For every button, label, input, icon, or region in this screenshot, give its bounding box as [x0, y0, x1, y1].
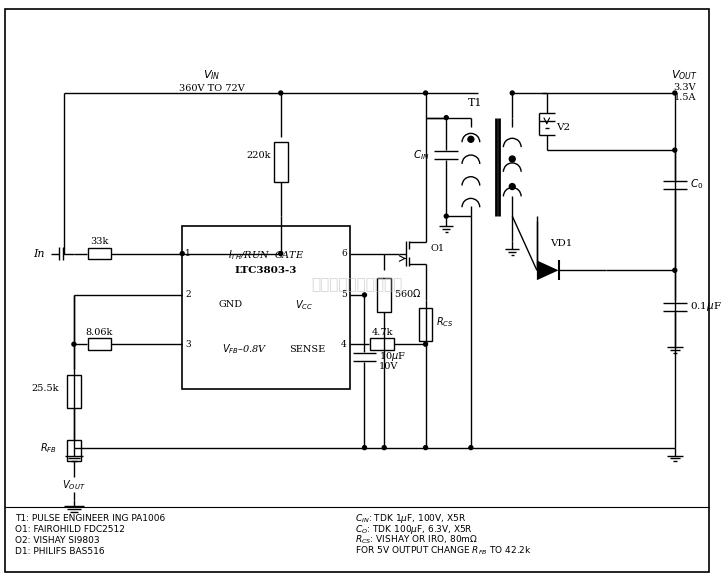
Text: 25.5k: 25.5k: [32, 384, 59, 393]
Text: $R_{CS}$: VISHAY OR IRO, 80m$\Omega$: $R_{CS}$: VISHAY OR IRO, 80m$\Omega$: [355, 534, 478, 547]
Text: $C_O$: TDK 100$\mu$F, 6.3V, X5R: $C_O$: TDK 100$\mu$F, 6.3V, X5R: [355, 523, 473, 536]
Text: 2: 2: [186, 290, 191, 299]
Bar: [67, 375, 80, 408]
Text: VD1: VD1: [550, 239, 573, 248]
Text: 220k: 220k: [247, 150, 271, 160]
Text: $C_{IN}$: $C_{IN}$: [413, 148, 429, 162]
Text: T1: T1: [468, 98, 482, 108]
Text: LTC3803-3: LTC3803-3: [235, 266, 297, 275]
Text: 1.5A: 1.5A: [674, 94, 696, 102]
Text: 1: 1: [186, 249, 191, 258]
Circle shape: [362, 293, 366, 297]
Circle shape: [469, 446, 473, 450]
Circle shape: [423, 342, 428, 346]
Text: $V_{OUT}$: $V_{OUT}$: [62, 478, 86, 492]
Text: $V_{CC}$: $V_{CC}$: [295, 298, 313, 311]
Text: $R_{FB}$: $R_{FB}$: [40, 441, 57, 454]
Bar: [274, 142, 288, 182]
Circle shape: [423, 91, 428, 95]
Text: $I_{TH}$/RUN  GATE: $I_{TH}$/RUN GATE: [228, 249, 304, 263]
Text: T1: PULSE ENGINEER ING PA1006: T1: PULSE ENGINEER ING PA1006: [14, 514, 165, 523]
Text: O2: VISHAY SI9803: O2: VISHAY SI9803: [14, 536, 99, 545]
Circle shape: [279, 91, 283, 95]
Text: O1: O1: [431, 244, 444, 253]
Bar: [377, 278, 391, 311]
Circle shape: [444, 214, 448, 218]
Text: $V_{FB}$–0.8V: $V_{FB}$–0.8V: [222, 342, 267, 356]
Text: GND: GND: [219, 300, 243, 309]
Circle shape: [510, 91, 514, 95]
Text: $V_{IN}$: $V_{IN}$: [203, 69, 220, 82]
Text: $C_{IN}$: TDK 1$\mu$F, 100V, X5R: $C_{IN}$: TDK 1$\mu$F, 100V, X5R: [355, 512, 465, 525]
Circle shape: [279, 252, 283, 256]
Text: 360V TO 72V: 360V TO 72V: [179, 84, 244, 92]
Text: D1: PHILIFS BAS516: D1: PHILIFS BAS516: [14, 547, 104, 555]
Circle shape: [423, 446, 428, 450]
Text: 5: 5: [341, 290, 347, 299]
Bar: [88, 338, 112, 350]
Text: 4.7k: 4.7k: [371, 328, 393, 337]
Text: FOR 5V OUTPUT CHANGE $R_{FB}$ TO 42.2k: FOR 5V OUTPUT CHANGE $R_{FB}$ TO 42.2k: [355, 545, 531, 557]
Text: SENSE: SENSE: [289, 345, 325, 354]
Text: 0.1$\mu$F: 0.1$\mu$F: [689, 300, 721, 313]
Circle shape: [72, 342, 76, 346]
Text: $V_{OUT}$: $V_{OUT}$: [671, 69, 698, 82]
Text: $R_{CS}$: $R_{CS}$: [436, 315, 454, 329]
Text: V2: V2: [557, 123, 571, 132]
Text: 6: 6: [341, 249, 347, 258]
Polygon shape: [537, 260, 558, 280]
Text: In: In: [33, 249, 45, 259]
Text: O1: FAIROHILD FDC2512: O1: FAIROHILD FDC2512: [14, 525, 125, 534]
Text: $C_0$: $C_0$: [689, 178, 703, 192]
Bar: [370, 338, 394, 350]
Circle shape: [673, 148, 676, 152]
Bar: [418, 308, 433, 341]
Circle shape: [468, 137, 474, 142]
Circle shape: [181, 252, 184, 256]
Circle shape: [444, 116, 448, 120]
Bar: [88, 248, 112, 260]
Circle shape: [382, 446, 386, 450]
Text: 4: 4: [341, 340, 347, 349]
Text: 10V: 10V: [379, 363, 399, 371]
Bar: [67, 440, 80, 461]
Text: 杭州将睿科技有限公司: 杭州将睿科技有限公司: [311, 278, 402, 293]
Text: 10$\mu$F: 10$\mu$F: [379, 350, 406, 364]
Circle shape: [673, 91, 676, 95]
Circle shape: [362, 446, 366, 450]
Circle shape: [509, 156, 515, 162]
Text: 3: 3: [186, 340, 191, 349]
Text: 33k: 33k: [91, 237, 109, 246]
Bar: [182, 226, 349, 389]
Text: 560$\Omega$: 560$\Omega$: [394, 287, 422, 299]
Text: 3.3V: 3.3V: [674, 83, 696, 92]
Circle shape: [509, 184, 515, 189]
Circle shape: [673, 268, 676, 272]
Text: 8.06k: 8.06k: [86, 328, 113, 337]
